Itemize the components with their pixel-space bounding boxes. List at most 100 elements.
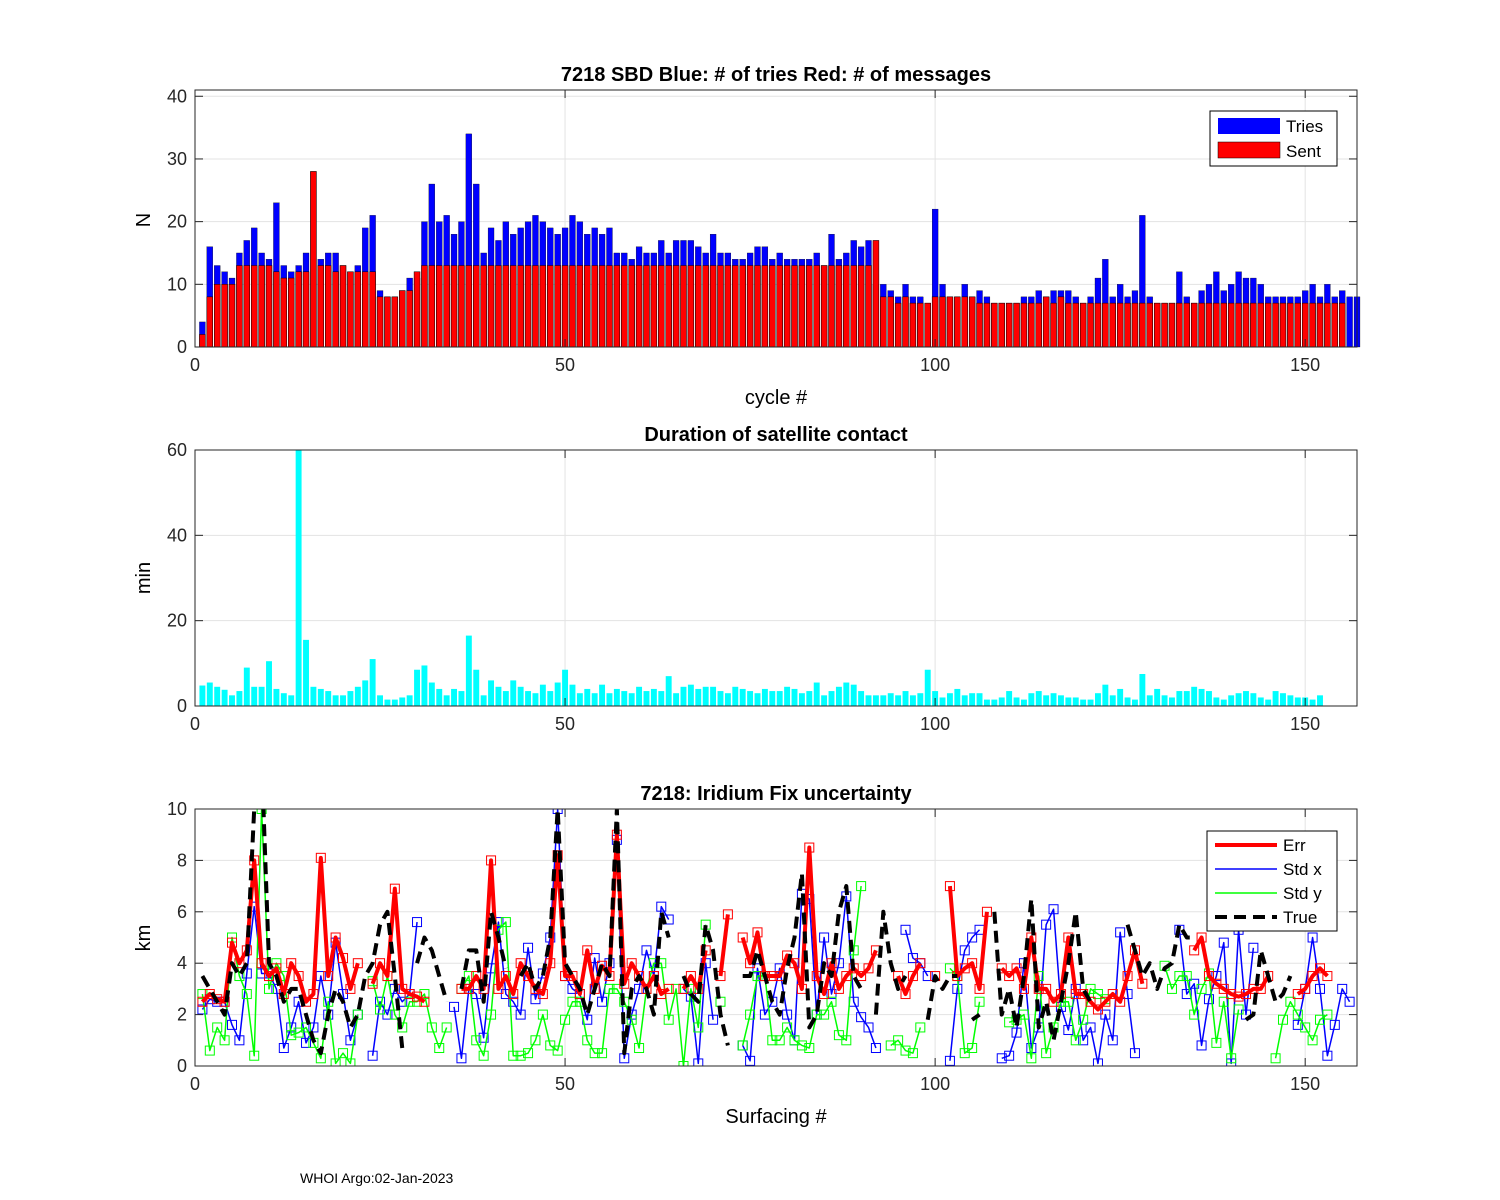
duration-bar [525,691,532,706]
true-line [742,871,863,1030]
stdy-marker [197,989,208,1000]
duration-bar [495,686,502,706]
err-line [896,962,923,997]
duration-bar [650,688,657,706]
duration-bar [1257,697,1264,706]
duration-bar [1176,691,1183,706]
sent-bar [1220,302,1227,348]
duration-bar [702,686,709,706]
sent-bar [1205,302,1213,348]
err-marker [1211,978,1222,989]
stdx-marker [1314,983,1325,994]
stdy-marker [256,809,267,814]
duration-bar [1294,697,1301,706]
duration-bar [828,691,835,706]
sent-bar [665,265,672,348]
duration-bar [673,693,680,706]
stdy-marker [1085,983,1096,994]
stdy-marker [885,1040,896,1051]
stdy-marker [974,996,985,1007]
stdx-marker [1092,1058,1103,1066]
stdy-marker [833,1030,844,1041]
duration-bar [850,684,857,706]
duration-bar [969,693,976,706]
y-tick-label: 10 [167,799,187,819]
sent-bar [250,265,258,348]
stdy-marker [234,971,245,982]
sent-bar [961,296,968,348]
err-marker [412,991,423,1002]
duration-bar [1132,699,1138,706]
duration-bar [1057,695,1064,706]
err-marker [915,958,926,969]
stdy-marker [582,1035,593,1046]
stdx-marker [515,1009,526,1020]
axes-box [194,89,1358,348]
duration-bar [377,695,383,706]
stdy-marker [589,1048,600,1059]
duration-bar [332,695,339,706]
duration-bar [1050,693,1057,706]
err-line [370,886,426,1004]
stdy-marker [796,1040,807,1051]
err-line [718,914,730,977]
sent-bar [1338,302,1346,348]
stdx-marker [1337,983,1348,994]
duration-bar [1102,684,1109,706]
duration-bar [761,688,768,706]
err-marker [567,971,578,982]
duration-bar [288,695,295,706]
err-marker [1137,978,1148,989]
stdy-marker [604,983,615,994]
panel1-title: 7218 SBD Blue: # of tries Red: # of mess… [561,64,991,86]
err-marker [663,983,674,994]
legend-tries-swatch [1218,118,1280,134]
stdx-marker [278,1043,289,1054]
x-tick-label: 150 [1290,1074,1320,1094]
duration-bar [732,686,739,706]
sent-bar [480,265,487,348]
sent-bar [1042,296,1050,348]
duration-bar [369,659,376,706]
sent-bar [510,265,517,348]
err-marker [286,958,297,969]
sent-bar [702,265,709,348]
stdy-marker [471,1035,482,1046]
stdx-marker [1041,919,1052,930]
err-marker [1226,989,1237,1000]
duration-bar [665,676,672,706]
duration-bar [502,691,509,706]
duration-bar [680,686,687,706]
sent-bar [325,265,332,348]
duration-bar [591,693,598,706]
duration-bar [554,682,561,706]
sent-bar [1198,302,1205,348]
sent-bar [1250,302,1257,348]
stdy-line [1274,1001,1328,1059]
duration-bar [1161,695,1168,706]
stdx-marker [523,942,534,953]
duration-bar [1228,695,1235,706]
duration-bar [843,682,850,706]
stdx-marker [863,1022,874,1033]
stdx-marker [708,1014,719,1025]
legend-stdx-label: Std x [1283,860,1322,879]
duration-bar [628,693,635,706]
stdx-line [201,905,359,1049]
sent-bar [295,271,302,348]
sent-bar [746,265,754,348]
sent-bar [1094,302,1102,348]
y-tick-label: 0 [177,1056,187,1076]
stdy-marker [1041,1048,1052,1059]
sent-bar [628,265,635,348]
err-marker [1092,1004,1103,1015]
err-marker [493,983,504,994]
stdy-marker [249,1050,260,1061]
sent-bar [1057,296,1065,348]
sent-bar [761,265,769,348]
panel1-bars [199,133,1361,348]
stdy-marker [286,1030,297,1041]
err-marker [819,989,830,1000]
duration-bar [465,635,472,706]
stdy-marker [767,1035,778,1046]
